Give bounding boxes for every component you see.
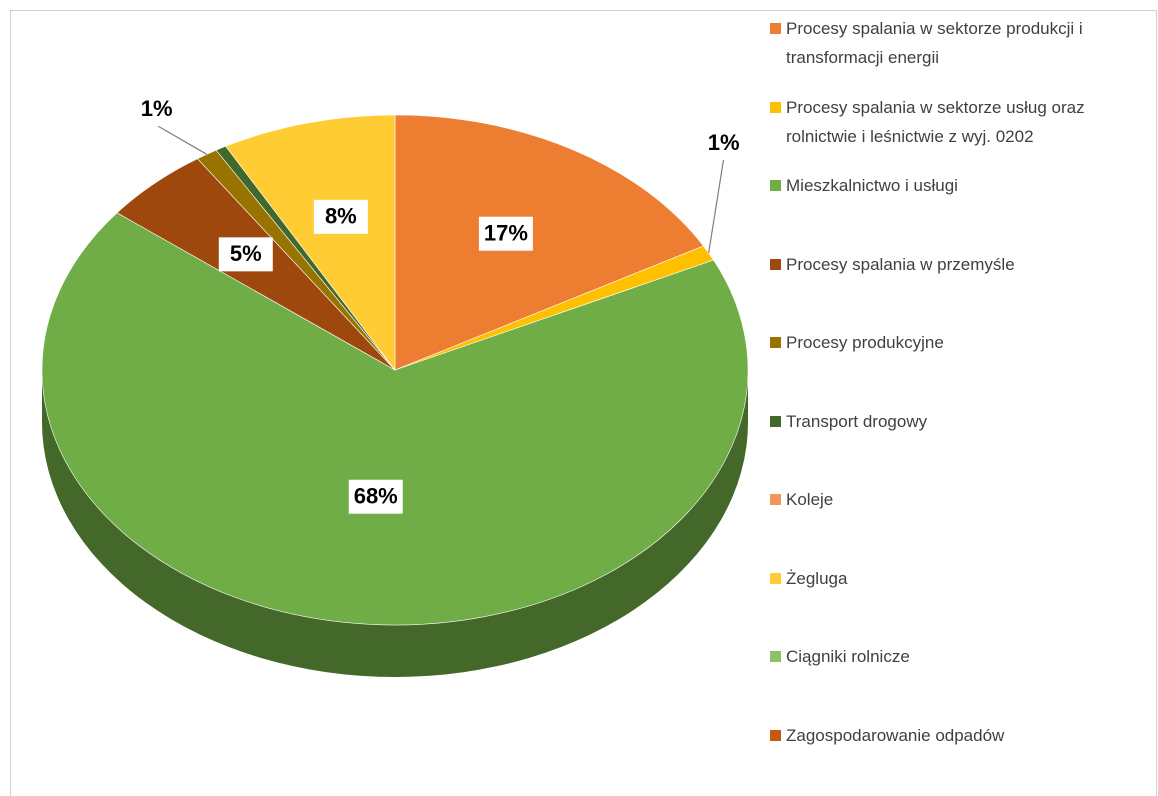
legend-swatch bbox=[770, 258, 781, 270]
slice bbox=[394, 114, 704, 371]
legend-entry: Ciągniki rolnicze bbox=[770, 642, 1155, 671]
label-box bbox=[696, 125, 751, 160]
legend-swatch bbox=[770, 180, 781, 191]
data-labels: 17% 1% 68% 5% 1% 8% bbox=[129, 92, 751, 514]
data-label: 17% bbox=[484, 221, 528, 246]
pie-sides bbox=[42, 370, 748, 677]
legend-entry: Procesy produkcyjne bbox=[770, 328, 1155, 357]
legend-swatch bbox=[770, 651, 781, 662]
legend-swatch bbox=[770, 494, 781, 505]
data-label: 8% bbox=[325, 204, 357, 229]
slice-side-shade bbox=[42, 370, 748, 677]
pie-top bbox=[41, 114, 749, 626]
data-label: 68% bbox=[354, 484, 398, 509]
label-box bbox=[478, 216, 533, 251]
legend-entry: Żegluga bbox=[770, 564, 1155, 593]
label-box bbox=[313, 199, 368, 234]
legend-swatch bbox=[770, 729, 781, 741]
slice-side bbox=[42, 370, 748, 677]
legend-entry: Transport drogowy bbox=[770, 407, 1155, 436]
frame bbox=[10, 10, 1157, 796]
slice bbox=[41, 212, 749, 626]
leader-line bbox=[708, 158, 725, 254]
legend-label: Ciągniki rolnicze bbox=[786, 647, 910, 666]
legend-swatch bbox=[770, 101, 781, 113]
slice bbox=[225, 114, 396, 371]
legend-swatch bbox=[770, 23, 781, 34]
label-box bbox=[218, 237, 273, 272]
legend-swatch bbox=[770, 415, 781, 427]
legend-entry: Koleje bbox=[770, 485, 1155, 514]
legend-label: Procesy spalania w sektorze produkcji i … bbox=[786, 19, 1083, 67]
legend-label: Żegluga bbox=[786, 568, 848, 588]
legend-label: Procesy produkcyjne bbox=[786, 333, 944, 352]
legend-swatch bbox=[770, 572, 781, 584]
legend-label: Zagospodarowanie odpadów bbox=[786, 725, 1005, 745]
label-box bbox=[348, 479, 403, 514]
legend-entry: Mieszkalnictwo i usługi bbox=[770, 171, 1155, 200]
data-label: 1% bbox=[708, 130, 740, 155]
legend-entry: Procesy spalania w sektorze usług oraz r… bbox=[770, 93, 1155, 151]
legend-label: Transport drogowy bbox=[786, 411, 928, 431]
legend-label: Koleje bbox=[786, 490, 834, 509]
legend-label: Procesy spalania w przemyśle bbox=[786, 254, 1015, 274]
legend-label: Procesy spalania w sektorze usług oraz r… bbox=[786, 97, 1085, 146]
data-label: 5% bbox=[230, 241, 262, 266]
legend-label: Mieszkalnictwo i usługi bbox=[786, 176, 958, 195]
legend-entry: Zagospodarowanie odpadów bbox=[770, 721, 1155, 750]
leader-line bbox=[156, 124, 207, 155]
legend-entry: Procesy spalania w przemyśle bbox=[770, 250, 1155, 279]
label-box bbox=[129, 92, 184, 127]
legend-entry: Procesy spalania w sektorze produkcji i … bbox=[770, 14, 1155, 72]
data-label: 1% bbox=[141, 96, 173, 121]
legend-swatch bbox=[770, 337, 781, 348]
